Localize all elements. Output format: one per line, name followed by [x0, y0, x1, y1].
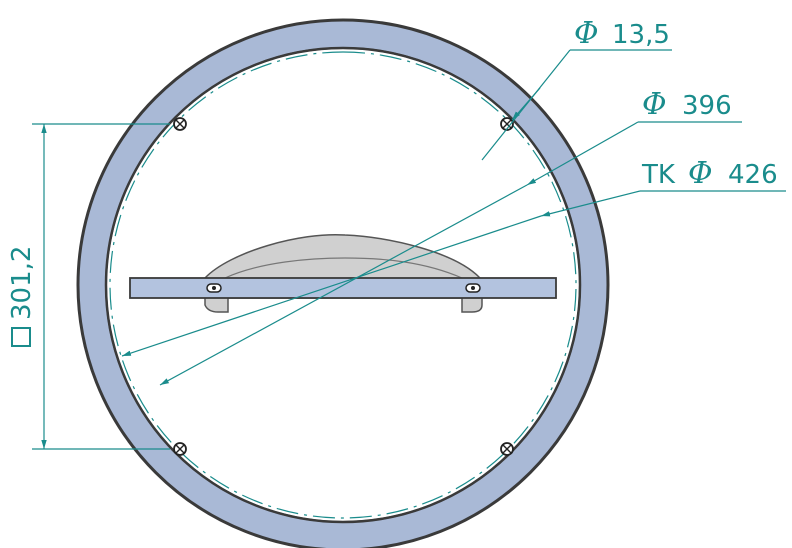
square-icon — [11, 327, 31, 347]
bracket-tab-left — [204, 295, 229, 313]
bracket-tab-right — [461, 295, 483, 313]
crossed-circle-icon — [173, 117, 187, 131]
hole-diameter-symbol: Φ — [574, 16, 599, 51]
bolt-circle-line-cont — [121, 215, 542, 357]
ring-outer-rim — [76, 18, 610, 548]
inner-diameter-value: 396 — [682, 91, 732, 121]
hole-leader-line — [481, 49, 571, 161]
crossed-circle-icon — [173, 442, 187, 456]
hole-leader-arrow — [511, 87, 541, 121]
inner-diameter-symbol: Φ — [642, 87, 667, 122]
square-spacing-value: 301,2 — [7, 246, 37, 320]
bolt-circle-value: 426 — [728, 160, 778, 190]
bolt-circle-symbol: Φ — [688, 156, 713, 191]
crossed-circle-icon — [500, 442, 514, 456]
inner-diameter-line — [526, 121, 639, 186]
hole-diameter-value: 13,5 — [612, 20, 670, 50]
bracket-inner-curve — [224, 257, 463, 279]
inner-diameter-line-cont — [159, 184, 528, 386]
cross-bar — [129, 277, 557, 299]
bolt-circle-prefix: TK — [641, 160, 676, 190]
bolt-circle-line — [540, 190, 641, 217]
bolt-circle-centerline — [109, 51, 577, 519]
ring-inner-edge — [104, 46, 582, 524]
crossed-circle-icon — [500, 117, 514, 131]
